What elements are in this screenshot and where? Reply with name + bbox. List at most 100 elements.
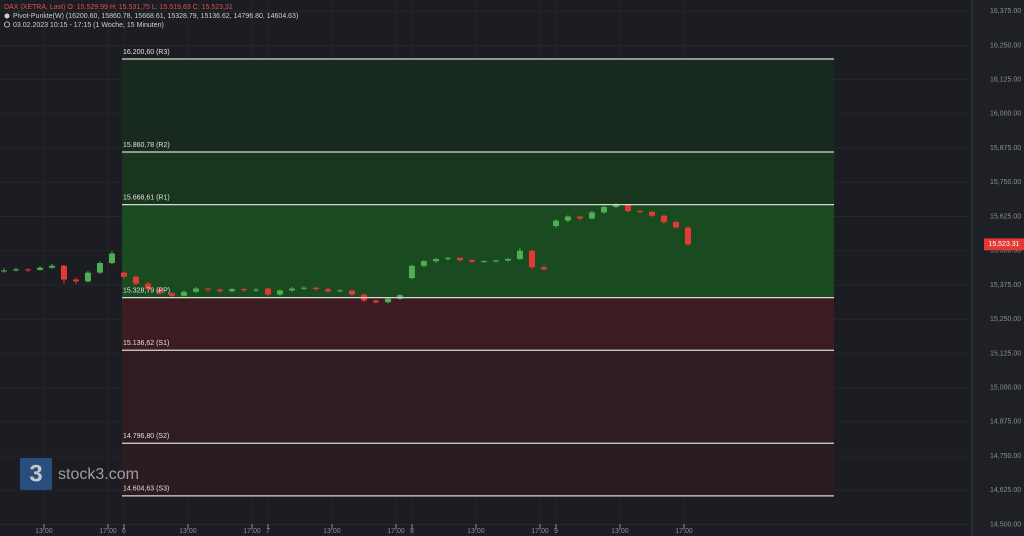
candle-body [492, 260, 499, 262]
x-tick-label: 9 [554, 528, 558, 535]
y-tick-label: 16,125.00 [990, 77, 1021, 84]
x-tick-label: 13:00 [611, 528, 629, 535]
x-tick-label: 17:00 [99, 528, 117, 535]
candle-body [180, 291, 187, 296]
candle-body [48, 265, 55, 268]
candle-body [432, 258, 439, 262]
logo-digit: 3 [29, 460, 42, 487]
watermark: 3 stock3.com [20, 458, 139, 490]
pivot-zone [122, 350, 834, 444]
candles [0, 203, 691, 304]
candle-body [444, 257, 451, 259]
candle-body [0, 270, 7, 272]
pivot-zone [122, 204, 834, 298]
candle-body [96, 263, 103, 273]
pivot-label: 16.200,60 (R3) [123, 49, 170, 56]
candle-body [480, 261, 487, 263]
candle-body [12, 269, 19, 271]
candle-body [588, 212, 595, 219]
x-tick-label: 7 [266, 528, 270, 535]
candle-body [156, 289, 163, 294]
candle-body [204, 288, 211, 290]
pivot-zone [122, 443, 834, 496]
clock-icon [4, 21, 10, 28]
candle-body [648, 211, 655, 216]
brand: stock3.com [58, 466, 139, 483]
candle-body [564, 216, 571, 221]
y-tick-label: 15,500.00 [990, 248, 1021, 255]
candle-body [252, 289, 259, 291]
candle-body [144, 283, 151, 290]
candle-body [528, 250, 535, 268]
candle-body [660, 215, 667, 223]
candle-body [72, 279, 79, 282]
x-tick-label: 17:00 [387, 528, 405, 535]
x-tick-label: 13:00 [35, 528, 53, 535]
y-tick-label: 14,750.00 [990, 453, 1021, 460]
last-price-label: 15,523.31 [988, 241, 1019, 248]
candle-body [216, 289, 223, 292]
last-price-tag [984, 238, 1024, 251]
y-tick-label: 15,625.00 [990, 213, 1021, 220]
candle-body [672, 222, 679, 228]
candle-body [600, 206, 607, 213]
candle-body [120, 272, 127, 277]
x-tick-label: 8 [410, 528, 414, 535]
pivot-zones [122, 58, 834, 496]
y-tick-label: 15,750.00 [990, 179, 1021, 186]
indicator-icon [4, 13, 10, 19]
candle-body [540, 267, 547, 270]
x-tick-label: 13:00 [467, 528, 485, 535]
candle-body [84, 272, 91, 282]
candle-body [192, 288, 199, 292]
pivot-label: 14.604,63 (S3) [123, 486, 169, 493]
y-tick-label: 15,000.00 [990, 384, 1021, 391]
x-tick-label: 17:00 [243, 528, 261, 535]
pivot-zone [122, 151, 834, 205]
labels: 16,375.00 16,250.00 16,125.00 16,000.00 15,8… [35, 8, 1024, 535]
candle-body [336, 290, 343, 292]
candle-body [612, 204, 619, 207]
candle-body [108, 253, 115, 264]
x-tick-label: 6 [122, 528, 126, 535]
x-tick-label: 17:00 [531, 528, 549, 535]
header-period: 03.02.2023 10:15 - 17:15 (1 Woche, 15 Mi… [13, 22, 164, 29]
x-tick-label: 13:00 [179, 528, 197, 535]
candle-body [276, 290, 283, 295]
y-tick-label: 16,375.00 [990, 8, 1021, 15]
y-tick-label: 14,500.00 [990, 521, 1021, 528]
x-tick-label: 13:00 [323, 528, 341, 535]
pivot-label: 15.668,61 (R1) [123, 194, 170, 201]
candle-body [552, 220, 559, 227]
pivot-label: 14.796,80 (S2) [123, 433, 169, 440]
x-tick-label: 17:00 [675, 528, 693, 535]
logo [20, 458, 52, 490]
candle-body [348, 290, 355, 295]
y-tick-label: 15,125.00 [990, 350, 1021, 357]
candle-body [624, 204, 631, 212]
price-axis [972, 0, 1024, 536]
candle-body [420, 261, 427, 266]
candle-body [312, 287, 319, 290]
pivot-zone [122, 297, 834, 351]
candle-body [516, 250, 523, 259]
candle-body [24, 269, 31, 271]
candle-body [684, 227, 691, 245]
candle-body [384, 298, 391, 303]
candle-body [60, 265, 67, 280]
y-tick-label: 15,375.00 [990, 282, 1021, 289]
pivot-label: 15.328,79 (PP) [123, 287, 170, 294]
candle-body [324, 289, 331, 292]
candle-body [576, 216, 583, 219]
candle-body [504, 258, 511, 261]
y-tick-label: 16,000.00 [990, 111, 1021, 118]
y-tick-label: 14,625.00 [990, 487, 1021, 494]
y-tick-label: 15,875.00 [990, 145, 1021, 152]
candle-body [36, 267, 43, 270]
pivot-label: 15.136,62 (S1) [123, 340, 169, 347]
candle-body [300, 287, 307, 289]
candle-body [396, 295, 403, 299]
y-tick-label: 16,250.00 [990, 42, 1021, 49]
